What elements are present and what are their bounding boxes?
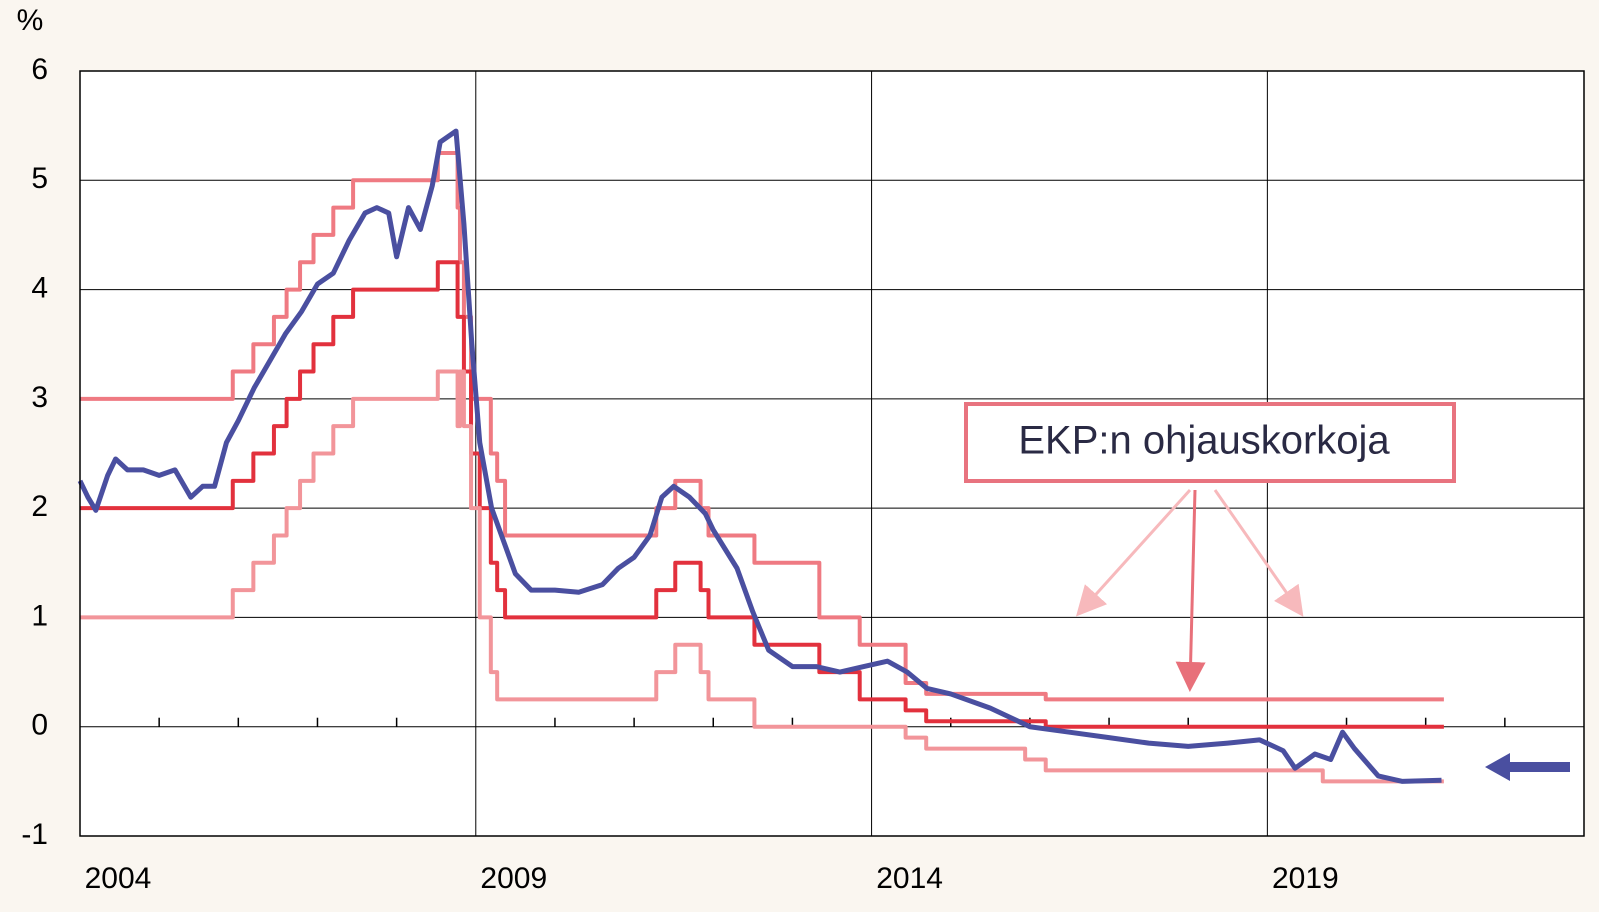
annotation-arrow (1175, 489, 1206, 692)
series-line (77, 128, 1442, 784)
series-line (80, 369, 1444, 784)
y-tick-label: -1 (21, 818, 48, 851)
y-tick-label: 3 (31, 381, 48, 414)
annotation-arrow (1075, 488, 1192, 617)
annotation-arrow (1213, 489, 1304, 617)
y-tick-label: 1 (31, 599, 48, 632)
annotation-text: EKP:n ohjauskorkoja (1018, 419, 1390, 463)
series-line (80, 260, 1444, 729)
series-line (80, 150, 1444, 702)
x-tick-label: 2004 (85, 862, 152, 895)
y-tick-label: 4 (31, 271, 48, 304)
y-tick-label: 0 (31, 709, 48, 742)
plot-frame (79, 70, 1585, 837)
y-axis-label: % (17, 4, 44, 37)
x-tick-label: 2019 (1272, 862, 1339, 895)
x-tick-label: 2014 (876, 862, 943, 895)
y-tick-label: 2 (31, 490, 48, 523)
indicator-arrow (1485, 753, 1570, 781)
y-tick-label: 5 (31, 162, 48, 195)
y-tick-label: 6 (31, 53, 48, 86)
annotation-box (964, 402, 1456, 483)
x-tick-label: 2009 (480, 862, 547, 895)
